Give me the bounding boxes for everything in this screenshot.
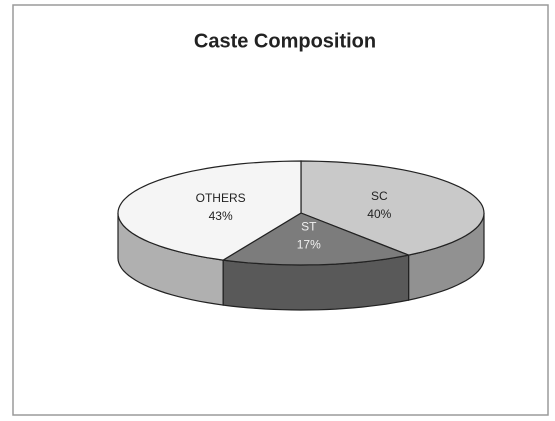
- slice-label: ST: [301, 219, 317, 233]
- slice-value-label: 43%: [209, 209, 233, 223]
- chart-title: Caste Composition: [194, 30, 376, 52]
- slice-value-label: 17%: [297, 237, 321, 251]
- slice-value-label: 40%: [367, 207, 391, 221]
- slice-label: OTHERS: [196, 191, 246, 205]
- pie-slice: [221, 212, 411, 266]
- slice-label: SC: [371, 189, 388, 203]
- pie-slice: [300, 160, 485, 256]
- pie-slice: [117, 160, 302, 261]
